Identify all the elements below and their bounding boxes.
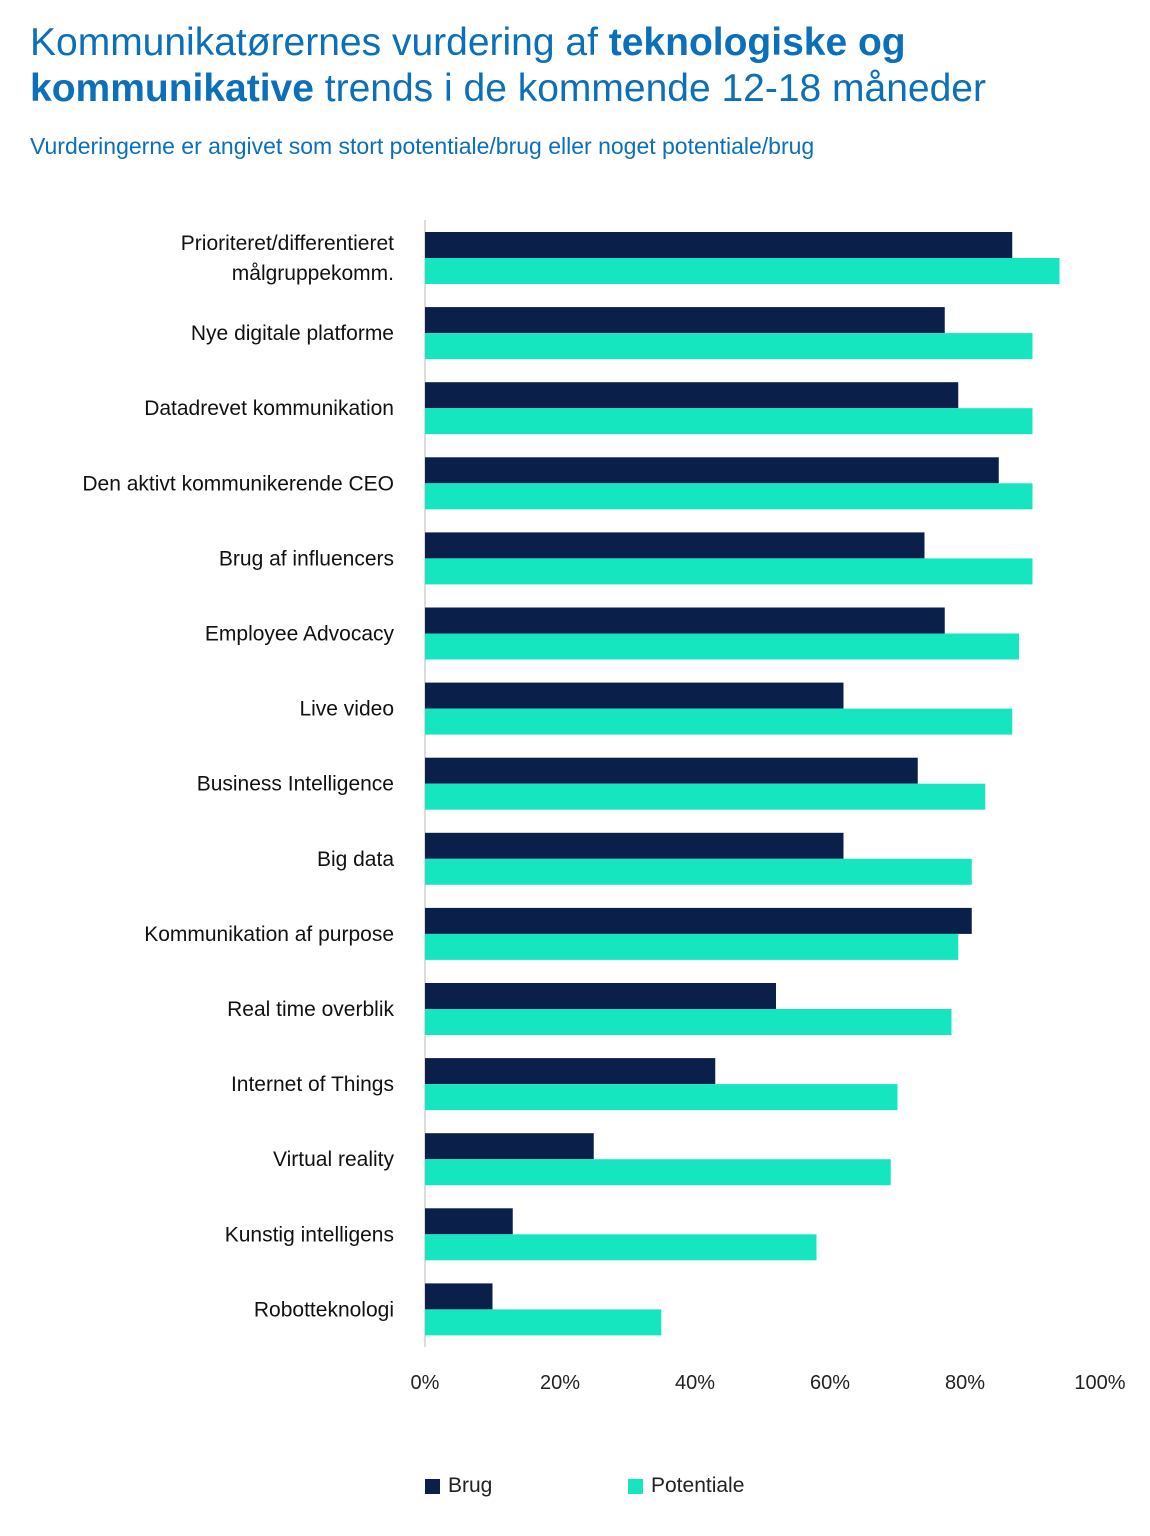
category-label: Live video <box>299 698 394 721</box>
x-tick-label: 40% <box>675 1372 715 1394</box>
category-label-line: Internet of Things <box>231 1073 394 1096</box>
bar-potentiale <box>425 333 1033 360</box>
legend-swatch-brug <box>425 1478 440 1494</box>
bar-potentiale <box>425 1234 817 1261</box>
x-tick-label: 20% <box>540 1372 580 1394</box>
bar-brug <box>425 832 844 859</box>
category-label: Real time overblik <box>227 998 394 1021</box>
category-label: Nye digitale platforme <box>191 322 394 345</box>
category-label: Brug af influencers <box>219 547 394 570</box>
bar-brug <box>425 457 999 484</box>
category-label: Kunstig intelligens <box>225 1223 394 1246</box>
x-tick-label: 80% <box>945 1372 985 1394</box>
bar-brug <box>425 682 844 709</box>
category-label: Business Intelligence <box>197 773 394 796</box>
category-label-line: Den aktivt kommunikerende CEO <box>82 472 394 495</box>
x-tick-label: 0% <box>411 1372 440 1394</box>
category-label: Den aktivt kommunikerende CEO <box>82 472 394 495</box>
bar-potentiale <box>425 1084 898 1111</box>
category-label-line: målgruppekomm. <box>232 262 394 285</box>
title-part-2: trends i de kommende 12-18 måneder <box>313 67 986 110</box>
category-label-line: Live video <box>299 698 394 721</box>
legend-item-potentiale: Potentiale <box>628 1474 744 1498</box>
category-label-line: Business Intelligence <box>197 773 394 796</box>
category-label: Kommunikation af purpose <box>144 923 394 946</box>
category-label-line: Prioriteret/differentieret <box>181 232 394 255</box>
x-tick-label: 100% <box>1074 1372 1125 1394</box>
title-bold-2: kommunikative <box>30 67 314 110</box>
legend-label-brug: Brug <box>448 1474 493 1497</box>
category-label: Big data <box>317 848 394 871</box>
bar-potentiale <box>425 633 1019 660</box>
title-bold-1: teknologiske og <box>608 21 906 64</box>
bar-brug <box>425 1208 513 1235</box>
bar-brug <box>425 382 959 409</box>
bar-brug <box>425 232 1013 258</box>
bar-potentiale <box>425 1309 662 1336</box>
bar-potentiale <box>425 708 1013 735</box>
legend-item-brug: Brug <box>425 1474 492 1498</box>
category-label-line: Real time overblik <box>227 998 394 1021</box>
bar-brug <box>425 1133 594 1160</box>
bar-brug <box>425 1283 493 1310</box>
chart-legend: Brug Potentiale <box>0 1474 1150 1504</box>
bar-potentiale <box>425 1009 952 1035</box>
category-label-line: Brug af influencers <box>219 547 394 570</box>
bar-potentiale <box>425 558 1033 585</box>
category-label: Robotteknologi <box>254 1298 394 1321</box>
bar-potentiale <box>425 783 986 810</box>
category-label: Employee Advocacy <box>205 623 395 646</box>
bar-brug <box>425 1058 716 1085</box>
title-part-1: Kommunikatørernes vurdering af <box>30 21 609 64</box>
chart-title: Kommunikatørernes vurdering af teknologi… <box>30 20 1130 112</box>
chart-subtitle: Vurderingerne er angivet som stort poten… <box>30 133 815 159</box>
bar-potentiale <box>425 858 972 885</box>
category-label-line: Big data <box>317 848 394 871</box>
category-label-line: Robotteknologi <box>254 1298 394 1321</box>
category-label-line: Kommunikation af purpose <box>144 923 394 946</box>
category-label-line: Kunstig intelligens <box>225 1223 394 1246</box>
category-label-line: Employee Advocacy <box>205 623 395 646</box>
category-label: Virtual reality <box>273 1148 394 1171</box>
bar-brug <box>425 307 945 334</box>
bar-potentiale <box>425 933 959 960</box>
bar-potentiale <box>425 258 1060 284</box>
x-tick-label: 60% <box>810 1372 850 1394</box>
bar-brug <box>425 907 972 934</box>
category-label-line: Datadrevet kommunikation <box>144 397 394 420</box>
category-label-line: Nye digitale platforme <box>191 322 394 345</box>
bar-brug <box>425 607 945 634</box>
bar-brug <box>425 983 776 1009</box>
bar-potentiale <box>425 1159 891 1186</box>
legend-swatch-potentiale <box>628 1478 643 1494</box>
bar-potentiale <box>425 483 1033 510</box>
category-label: Datadrevet kommunikation <box>144 397 394 420</box>
bar-brug <box>425 757 918 784</box>
legend-label-potentiale: Potentiale <box>651 1474 745 1497</box>
category-label-line: Virtual reality <box>273 1148 394 1171</box>
category-label: Prioriteret/differentieret målgruppekomm. <box>181 232 394 285</box>
category-label: Internet of Things <box>231 1073 394 1096</box>
bar-brug <box>425 532 925 559</box>
bar-potentiale <box>425 408 1033 435</box>
